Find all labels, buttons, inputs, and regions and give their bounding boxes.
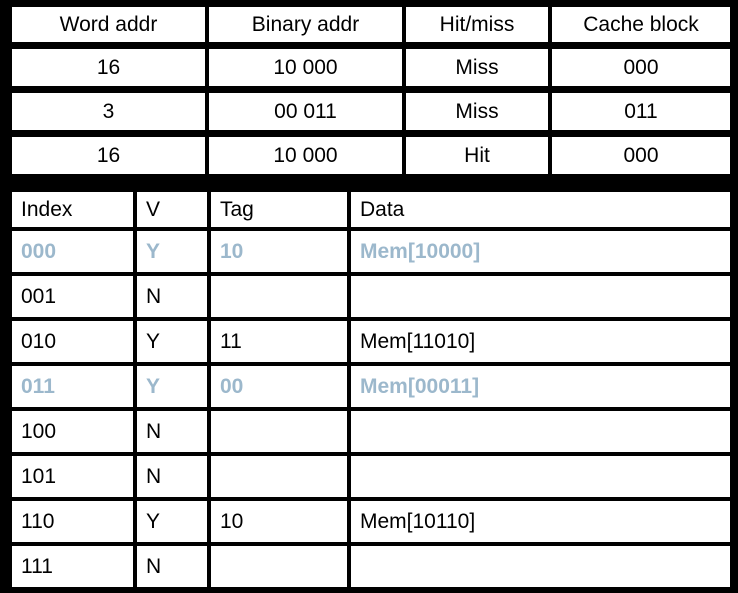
cache-cell-index: 110: [8, 497, 137, 546]
reference-table-cell: 16: [8, 130, 209, 181]
cache-cell-tag: [207, 407, 351, 456]
reference-table-cell: 000: [548, 42, 734, 93]
column-header-hit-miss: Hit/miss: [402, 7, 552, 49]
cache-table-row: 111 N: [8, 542, 734, 591]
reference-table-cell: 3: [8, 86, 209, 137]
column-header-valid: V: [133, 192, 211, 231]
reference-table-cell: 000: [548, 130, 734, 181]
cache-cell-tag: 10: [207, 497, 351, 546]
reference-header-row: Word addr Binary addr Hit/miss Cache blo…: [8, 7, 734, 49]
cache-cell-v: Y: [133, 362, 211, 411]
cache-cell-v: Y: [133, 317, 211, 366]
cache-cell-data: Mem[10000]: [347, 227, 734, 276]
cache-table-row: 100 N: [8, 407, 734, 456]
cache-cell-index: 101: [8, 452, 137, 501]
reference-table-row: 16 10 000 Miss 000: [8, 42, 734, 93]
cache-cell-v: N: [133, 407, 211, 456]
cache-cell-tag: [207, 452, 351, 501]
cache-cell-index: 010: [8, 317, 137, 366]
reference-table-cell: Miss: [402, 42, 552, 93]
cache-cell-v: Y: [133, 227, 211, 276]
reference-table-row: 3 00 011 Miss 011: [8, 86, 734, 137]
cache-table-body: 000 Y 10 Mem[10000] 001 N 010 Y 11 Mem[11010] 011 Y…: [8, 227, 734, 591]
cache-cell-data: [347, 407, 734, 456]
cache-cell-data: Mem[10110]: [347, 497, 734, 546]
reference-table-cell: 00 011: [205, 86, 406, 137]
cache-cell-index: 000: [8, 227, 137, 276]
cache-contents-table: Index V Tag Data 000 Y 10 Mem[10000] 001 N 010…: [8, 192, 734, 591]
cache-cell-data: Mem[11010]: [347, 317, 734, 366]
column-header-word-addr: Word addr: [8, 7, 209, 49]
cache-cell-tag: [207, 542, 351, 591]
cache-table-row: 110 Y 10 Mem[10110]: [8, 497, 734, 546]
cache-cell-tag: 00: [207, 362, 351, 411]
cache-cell-v: N: [133, 272, 211, 321]
column-header-index: Index: [8, 192, 137, 231]
cache-table-row: 001 N: [8, 272, 734, 321]
cache-header-row: Index V Tag Data: [8, 192, 734, 231]
column-header-binary-addr: Binary addr: [205, 7, 406, 49]
cache-cell-index: 100: [8, 407, 137, 456]
cache-cell-v: N: [133, 542, 211, 591]
cache-cell-tag: [207, 272, 351, 321]
cache-cell-data: [347, 542, 734, 591]
cache-cell-index: 001: [8, 272, 137, 321]
column-header-tag: Tag: [207, 192, 351, 231]
cache-cell-v: N: [133, 452, 211, 501]
cache-cell-tag: 10: [207, 227, 351, 276]
cache-cell-data: [347, 272, 734, 321]
reference-table-cell: Miss: [402, 86, 552, 137]
reference-table-cell: Hit: [402, 130, 552, 181]
cache-table-row: 011 Y 00 Mem[00011]: [8, 362, 734, 411]
cache-cell-index: 011: [8, 362, 137, 411]
reference-table-cell: 011: [548, 86, 734, 137]
reference-table-body: 16 10 000 Miss 000 3 00 011 Miss 011 16 10 000 Hit…: [8, 42, 734, 181]
cache-table-row: 000 Y 10 Mem[10000]: [8, 227, 734, 276]
column-header-cache-block: Cache block: [548, 7, 734, 49]
reference-table-cell: 10 000: [205, 42, 406, 93]
cache-cell-data: Mem[00011]: [347, 362, 734, 411]
cache-cell-index: 111: [8, 542, 137, 591]
column-header-data: Data: [347, 192, 734, 231]
cache-cell-data: [347, 452, 734, 501]
address-reference-table: Word addr Binary addr Hit/miss Cache blo…: [8, 7, 734, 181]
reference-table-cell: 16: [8, 42, 209, 93]
cache-table-row: 010 Y 11 Mem[11010]: [8, 317, 734, 366]
cache-cell-tag: 11: [207, 317, 351, 366]
reference-table-cell: 10 000: [205, 130, 406, 181]
cache-cell-v: Y: [133, 497, 211, 546]
cache-table-row: 101 N: [8, 452, 734, 501]
reference-table-row: 16 10 000 Hit 000: [8, 130, 734, 181]
